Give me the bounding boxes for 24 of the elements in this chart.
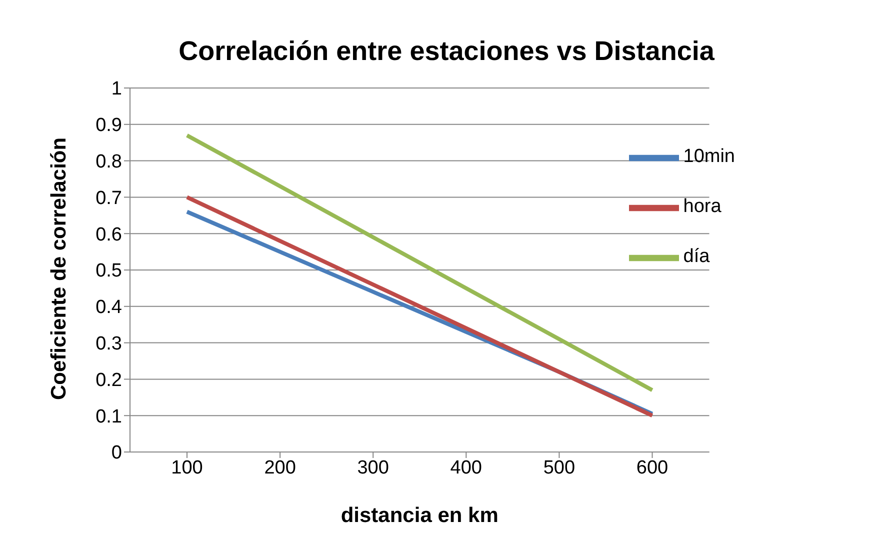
y-tick-label: 0.3 [96, 334, 122, 355]
x-tick-label: 300 [357, 457, 389, 478]
legend-label: hora [683, 196, 722, 218]
x-tick-label: 400 [450, 457, 482, 478]
y-axis-title: Coeficiente de correlación [47, 137, 70, 400]
y-tick-label: 0.7 [96, 188, 122, 209]
x-tick-label: 500 [543, 457, 576, 478]
y-tick-label: 0.2 [96, 370, 122, 391]
y-tick-label: 0.8 [96, 152, 122, 173]
x-tick-label: 600 [636, 457, 668, 478]
x-axis-title: distancia en km [340, 504, 498, 527]
y-tick-label: 0.1 [96, 406, 122, 428]
y-tick-label: 0.5 [96, 260, 122, 282]
y-tick-label: 0.4 [96, 297, 122, 318]
legend-label: 10min [683, 146, 735, 168]
y-tick-label: 0.6 [96, 224, 122, 246]
x-tick-label: 200 [264, 457, 296, 478]
x-tick-label: 100 [171, 457, 203, 478]
line-series [185, 133, 654, 392]
chart-title: Correlación entre estaciones vs Distancia [178, 36, 716, 67]
y-tick-label: 0 [111, 442, 122, 464]
y-tick-label: 0.9 [96, 115, 122, 136]
legend-label: día [683, 246, 710, 268]
y-tick-label: 1 [111, 78, 122, 100]
